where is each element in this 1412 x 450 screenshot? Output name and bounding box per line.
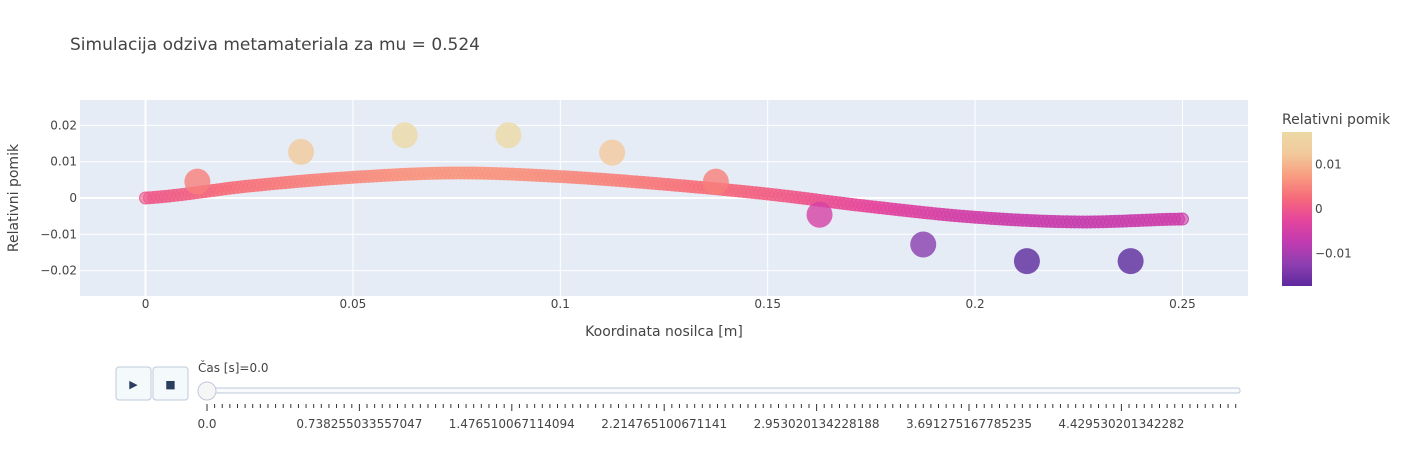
slider-tick-label: 2.214765100671141 xyxy=(601,417,727,431)
resonator-point xyxy=(806,201,833,228)
slider-tick-label: 1.476510067114094 xyxy=(449,417,575,431)
x-tick-label: 0.15 xyxy=(754,297,781,311)
y-axis-title: Relativni pomik xyxy=(6,143,22,252)
resonator-point xyxy=(1117,248,1144,275)
resonator-point xyxy=(599,139,626,166)
beam-point xyxy=(1175,212,1189,226)
resonator-point xyxy=(910,231,937,258)
y-tick-label: 0.02 xyxy=(50,118,77,132)
slider-tick-labels: 0.0 0.738255033557047 1.476510067114094 2.2… xyxy=(197,417,1184,431)
slider-tick-label: 0.738255033557047 xyxy=(296,417,422,431)
colorbar-tick-label: 0.01 xyxy=(1315,158,1342,172)
resonator-point xyxy=(184,168,211,195)
slider-tick-label: 4.429530201342282 xyxy=(1058,417,1184,431)
resonator-point xyxy=(1013,248,1040,275)
y-tick-label: −0.01 xyxy=(40,227,77,241)
slider-ticks xyxy=(206,404,1237,411)
x-tick-label: 0.25 xyxy=(1169,297,1196,311)
stop-icon: ■ xyxy=(165,378,175,391)
resonator-point xyxy=(702,168,729,195)
x-axis-title: Koordinata nosilca [m] xyxy=(585,324,743,340)
colorbar-title: Relativni pomik xyxy=(1282,112,1391,128)
play-button[interactable]: ▶ xyxy=(115,366,152,401)
slider-current-value: Čas [s]=0.0 xyxy=(198,360,269,375)
y-gridlines xyxy=(80,124,1248,272)
slider-rail[interactable] xyxy=(204,387,1241,394)
stop-button[interactable]: ■ xyxy=(152,366,189,401)
resonator-point xyxy=(391,122,418,149)
play-button-frame[interactable] xyxy=(115,366,152,401)
resonator-point xyxy=(495,122,522,149)
chart-title: Simulacija odziva metamateriala za mu = … xyxy=(70,35,480,55)
y-tick-label: 0.01 xyxy=(50,155,77,169)
x-tick-label: 0.2 xyxy=(966,297,985,311)
beam-profile xyxy=(139,166,1189,229)
y-tick-labels: −0.02 −0.01 0 0.01 0.02 xyxy=(40,118,77,277)
colorbar-tick-label: 0 xyxy=(1315,202,1323,216)
colorbar xyxy=(1282,132,1312,286)
colorbar-tick-label: −0.01 xyxy=(1315,246,1352,260)
slider-tick-label: 0.0 xyxy=(197,417,216,431)
slider-handle[interactable] xyxy=(197,381,217,401)
play-icon: ▶ xyxy=(129,378,138,391)
colorbar-tick-labels: 0.01 0 −0.01 xyxy=(1315,158,1352,261)
resonator-point xyxy=(288,138,315,165)
x-tick-label: 0.1 xyxy=(551,297,570,311)
x-tick-labels: 0 0.05 0.1 0.15 0.2 0.25 xyxy=(142,297,1196,311)
stop-button-frame[interactable] xyxy=(152,366,189,401)
resonator-markers xyxy=(184,122,1144,275)
slider-tick-label: 3.691275167785235 xyxy=(906,417,1032,431)
slider-tick-label: 2.953020134228188 xyxy=(754,417,880,431)
y-tick-label: 0 xyxy=(69,191,77,205)
x-tick-label: 0.05 xyxy=(340,297,367,311)
y-tick-label: −0.02 xyxy=(40,264,77,278)
x-tick-label: 0 xyxy=(142,297,150,311)
